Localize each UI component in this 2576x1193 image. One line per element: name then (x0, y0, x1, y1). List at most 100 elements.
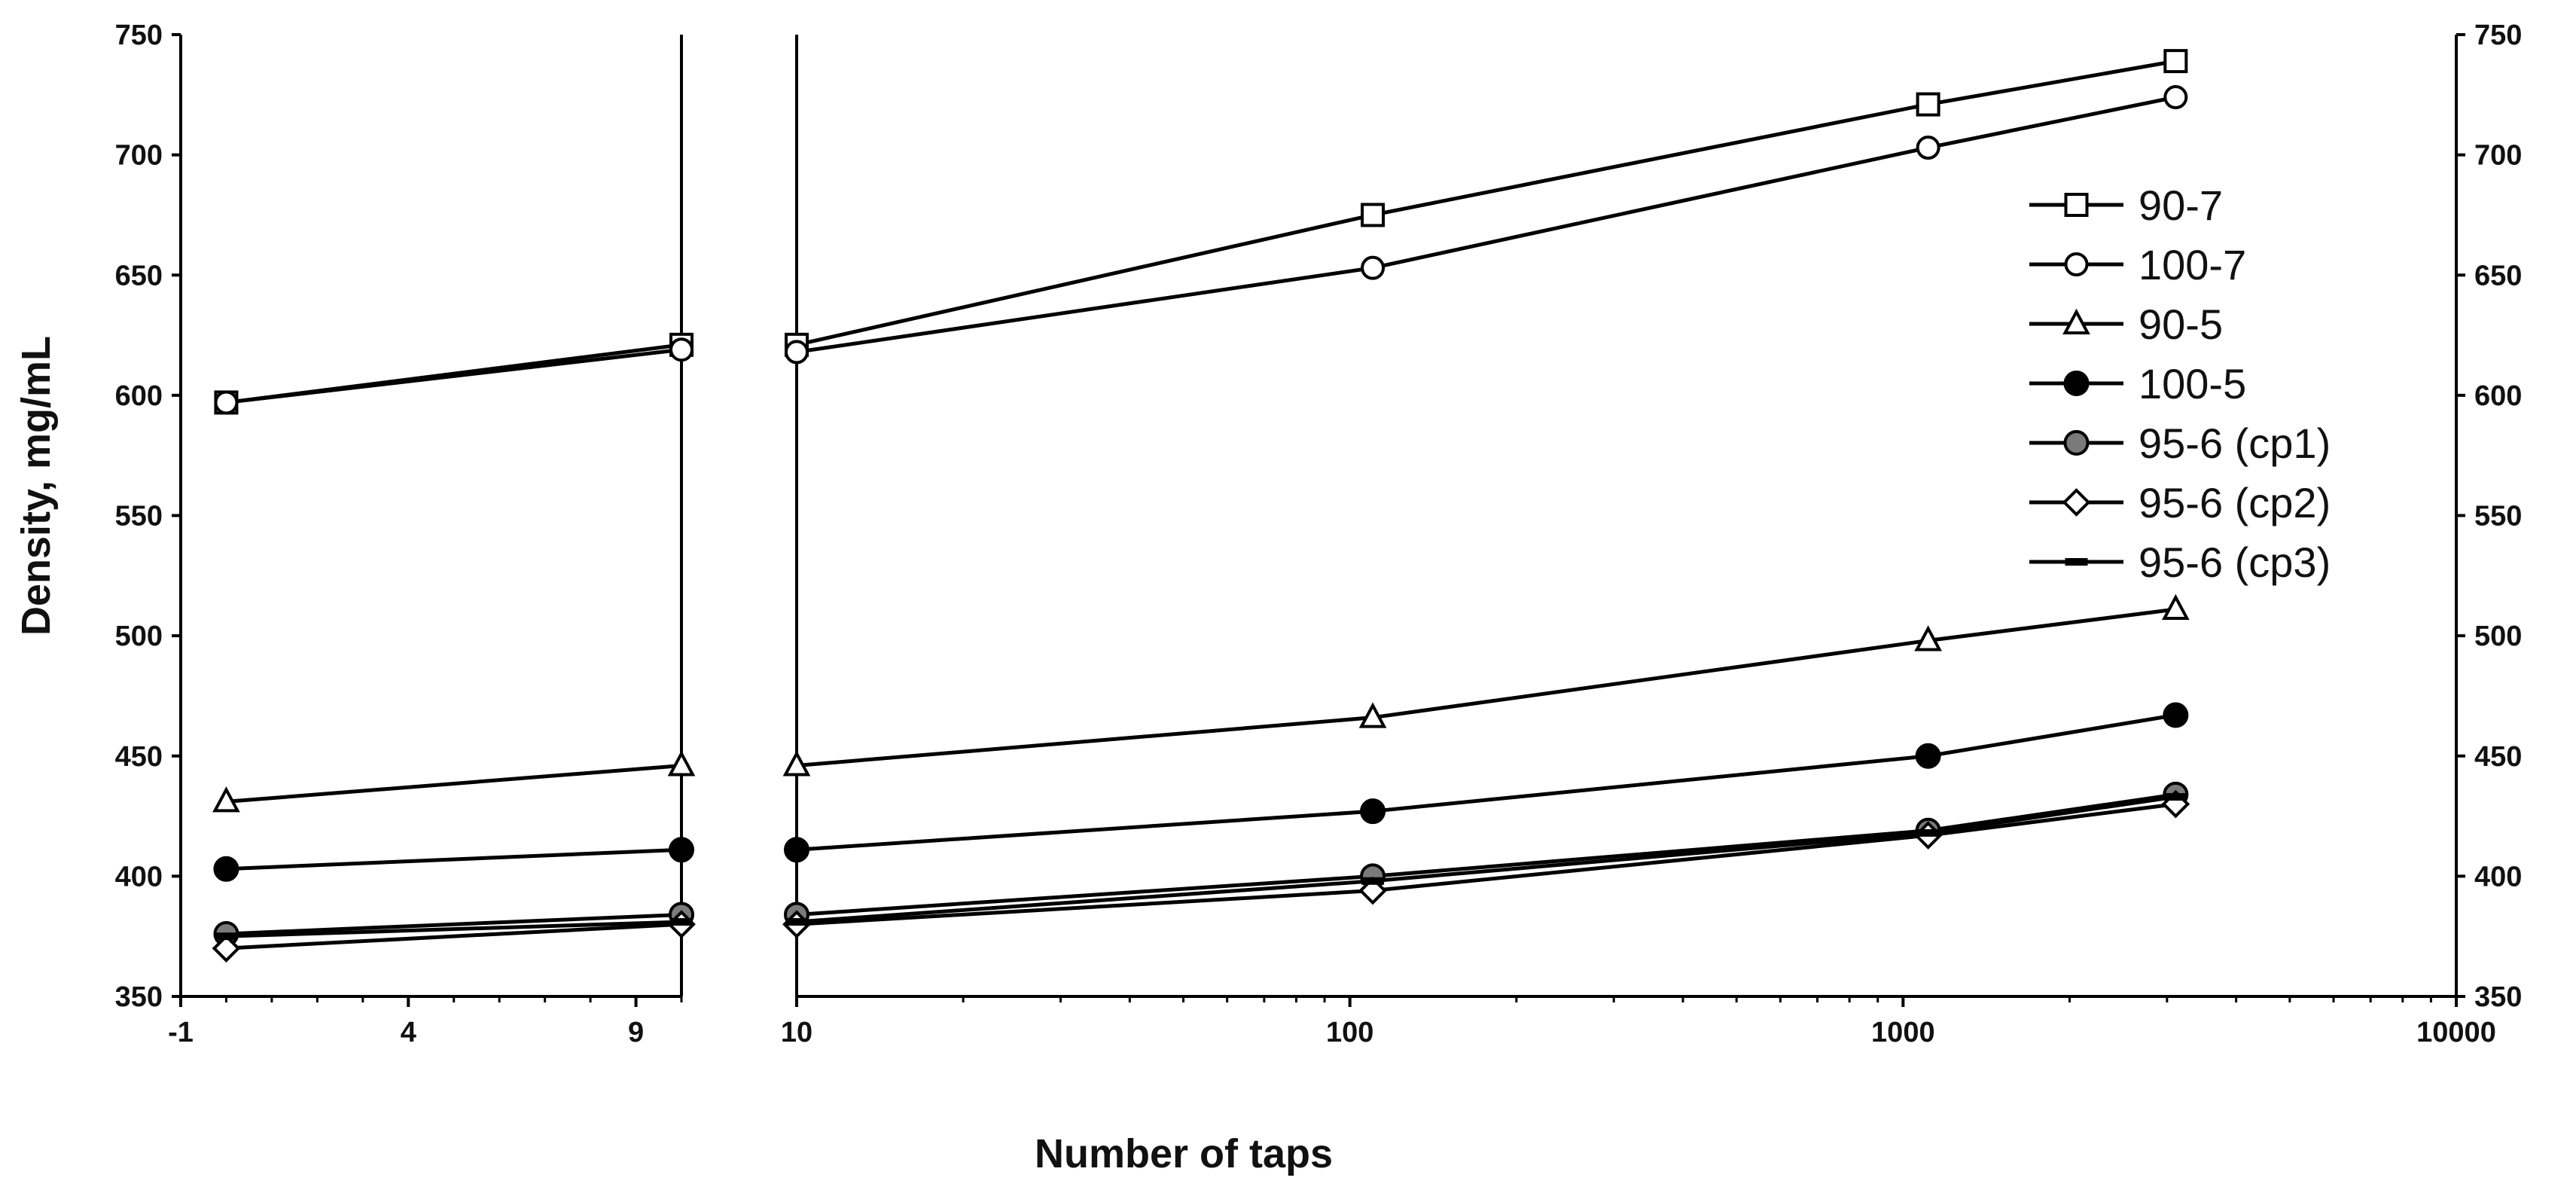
y-tick-label-right: 700 (2474, 140, 2522, 172)
series-3 (212, 593, 2190, 813)
data-point (2163, 49, 2188, 74)
data-point (1361, 255, 1386, 280)
legend-marker (2064, 252, 2089, 276)
data-point (784, 837, 809, 863)
series-line-log (796, 802, 2176, 926)
data-point (667, 750, 696, 777)
data-point (214, 390, 239, 415)
legend-item: 90-5 (2029, 301, 2223, 348)
data-point (1916, 92, 1940, 117)
data-point (2162, 593, 2190, 621)
y-tick-label-left: 550 (115, 501, 163, 532)
data-point (1358, 702, 1387, 728)
y-tick-label-right: 750 (2474, 20, 2522, 51)
legend-label: 95-6 (cp3) (2139, 539, 2331, 586)
data-point (1360, 798, 1386, 825)
data-point (785, 340, 809, 365)
y-tick-label-left: 650 (115, 260, 163, 291)
series-line-log (796, 792, 2176, 917)
data-point (1916, 828, 1940, 837)
x-tick-label-log: 10 (781, 1017, 812, 1048)
legend-marker (2063, 430, 2090, 456)
series-2 (214, 85, 2188, 415)
y-tick-label-right: 400 (2474, 861, 2522, 892)
series-line-linear (226, 847, 682, 871)
series-line-log (796, 713, 2176, 852)
data-point (1915, 743, 1941, 769)
series-line-log (796, 95, 2176, 354)
data-point (785, 918, 808, 926)
legend-label: 90-7 (2139, 182, 2223, 229)
legend-item: 95-6 (cp2) (2029, 479, 2331, 526)
x-tick-label-log: 10000 (2416, 1017, 2496, 1048)
x-tick-label-linear: -1 (168, 1017, 194, 1048)
series-line-linear (226, 764, 682, 804)
y-tick-label-left: 400 (115, 861, 163, 892)
chart-series (212, 49, 2190, 963)
legend-marker (2062, 488, 2091, 517)
data-point (669, 837, 694, 863)
legend-item: 100-7 (2029, 241, 2246, 288)
series-line-linear (226, 920, 682, 938)
legend-marker (2062, 308, 2090, 334)
legend-label: 90-5 (2139, 301, 2223, 348)
y-tick-label-left: 450 (115, 741, 163, 773)
data-point (215, 932, 238, 941)
data-point (2164, 793, 2187, 801)
legend-item: 95-6 (cp3) (2029, 539, 2331, 586)
y-tick-label-right: 500 (2474, 621, 2522, 652)
y-tick-label-left: 600 (115, 380, 163, 412)
x-tick-label-log: 1000 (1871, 1017, 1935, 1048)
legend-label: 95-6 (cp2) (2139, 479, 2331, 526)
data-point (212, 786, 240, 813)
x-tick-label-log: 100 (1326, 1017, 1373, 1048)
y-tick-label-right: 550 (2474, 501, 2522, 532)
legend-marker (2063, 371, 2090, 396)
series-4 (213, 702, 2189, 882)
x-tick-label-linear: 4 (401, 1017, 416, 1048)
data-point (1916, 136, 1940, 160)
y-tick-label-left: 500 (115, 621, 163, 652)
y-tick-label-left: 350 (115, 981, 163, 1013)
series-line-log (796, 59, 2176, 347)
legend-item: 90-7 (2029, 182, 2223, 229)
y-tick-label-left: 700 (115, 140, 163, 172)
y-tick-label-right: 450 (2474, 741, 2522, 773)
legend-marker (2065, 558, 2088, 566)
legend-item: 100-5 (2029, 360, 2246, 407)
series-line-linear (226, 347, 682, 404)
y-tick-label-right: 650 (2474, 260, 2522, 291)
data-point (2163, 85, 2188, 110)
x-axis-title: Number of taps (1035, 1131, 1333, 1176)
series-line-linear (226, 912, 682, 936)
data-point (212, 934, 241, 963)
y-tick-label-left: 750 (115, 20, 163, 51)
series-7 (215, 793, 2187, 941)
legend-item: 95-6 (cp1) (2029, 420, 2331, 467)
y-tick-label-right: 350 (2474, 981, 2522, 1013)
data-point (2163, 702, 2189, 728)
y-axis-title: Density, mg/mL (14, 336, 59, 636)
data-point (213, 856, 239, 882)
series-5 (213, 781, 2189, 947)
data-point (1361, 877, 1385, 885)
series-line-log (796, 795, 2176, 924)
legend-label: 100-7 (2139, 241, 2246, 288)
series-6 (212, 789, 2190, 963)
legend-label: 95-6 (cp1) (2139, 420, 2331, 467)
data-point (669, 337, 694, 362)
chart-legend: 90-7 100-7 90-5 100-5 95-6 (cp1) 95-6 (cp2) 95… (2029, 182, 2331, 586)
series-line-log (796, 607, 2176, 768)
x-tick-label-linear: 9 (628, 1017, 644, 1048)
data-point (670, 918, 693, 926)
data-point (1914, 625, 1942, 651)
series-1 (214, 49, 2188, 415)
chart-axes: 350 350 400 400 450 450 500 500 550 550 600 600 650 6… (115, 20, 2523, 1048)
data-point (1361, 203, 1386, 227)
legend-marker (2064, 193, 2089, 217)
data-point (782, 750, 811, 777)
y-tick-label-right: 600 (2474, 380, 2522, 412)
series-line-linear (226, 922, 682, 950)
legend-label: 100-5 (2139, 360, 2246, 407)
